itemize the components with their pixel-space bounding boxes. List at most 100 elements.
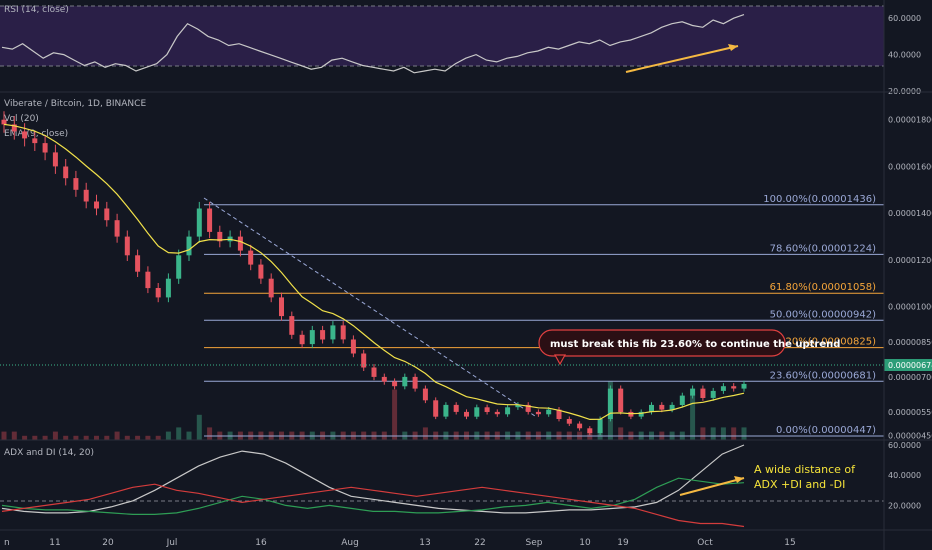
- candle-body: [474, 407, 480, 417]
- annotation-bubble: must break this fib 23.60% to continue t…: [538, 329, 840, 366]
- candle-body: [237, 236, 243, 251]
- price-tick-label: 0.00000850: [888, 338, 932, 347]
- adx-title: ADX and DI (14, 20): [4, 448, 94, 458]
- candle-body: [11, 124, 17, 132]
- price-pane: Viberate / Bitcoin, 1D, BINANCE Vol (20)…: [0, 99, 932, 440]
- volume-bar: [720, 427, 726, 440]
- x-tick-label: Jul: [166, 538, 178, 548]
- rsi-title: RSI (14, close): [4, 5, 69, 15]
- volume-bar: [22, 435, 28, 440]
- adx-tick-label: 60.0000: [888, 441, 921, 450]
- rsi-band: [0, 6, 884, 66]
- last-price-badge: [884, 359, 932, 371]
- fib-label: 38.20%(0.00000825): [770, 337, 876, 348]
- candle-body: [361, 353, 367, 368]
- volume-bar: [176, 427, 182, 440]
- annotation-text: must break this fib 23.60% to continue t…: [550, 339, 840, 350]
- x-tick-label: Sep: [526, 538, 543, 548]
- rsi-line: [1, 14, 745, 74]
- candle-body: [669, 404, 675, 410]
- candle-body: [741, 383, 747, 389]
- candle-body: [196, 208, 202, 237]
- volume-bar: [186, 431, 192, 440]
- candle-body: [731, 386, 737, 389]
- volume-bar: [207, 427, 213, 440]
- candle-body: [402, 376, 408, 387]
- candle-body: [104, 208, 110, 221]
- rsi-tick-label: 40.0000: [888, 51, 921, 60]
- candle-body: [422, 388, 428, 401]
- candle-body: [248, 250, 254, 265]
- candle-body: [42, 143, 48, 153]
- volume-bar: [690, 393, 696, 440]
- volume-bar: [618, 427, 624, 440]
- price-tick-label: 0.00000450: [888, 431, 932, 440]
- volume-bar: [392, 389, 398, 440]
- candle-body: [505, 407, 511, 415]
- legend-vol: Vol (20): [4, 114, 39, 124]
- x-tick-label: 19: [617, 538, 629, 548]
- adx-annotation-line2: ADX +DI and -DI: [754, 478, 845, 491]
- rsi-trend-arrow: [625, 45, 739, 73]
- candle-body: [114, 220, 120, 237]
- fib-label: 0.00%(0.00000447): [776, 425, 876, 436]
- volume-bar: [63, 435, 69, 440]
- candle-body: [289, 316, 295, 335]
- volume-bar: [145, 435, 151, 440]
- candle-body: [63, 166, 69, 179]
- price-tick-label: 0.00001200: [888, 256, 932, 265]
- volume-bar: [741, 427, 747, 440]
- volume-bar: [73, 435, 79, 440]
- adx-line: [1, 444, 745, 514]
- volume-bar: [422, 427, 428, 440]
- candle-body: [566, 419, 572, 424]
- candle-body: [484, 407, 490, 412]
- rsi-tick-label: 60.0000: [888, 14, 921, 23]
- adx-tick-label: 20.0000: [888, 501, 921, 510]
- minus-di-line: [1, 483, 745, 528]
- candle-body: [710, 390, 716, 398]
- candle-body: [618, 388, 624, 412]
- candle-body: [268, 278, 274, 298]
- x-tick-label: 20: [102, 538, 114, 548]
- candle-body: [217, 231, 223, 242]
- price-tick-label: 0.00001600: [888, 163, 932, 172]
- adx-arrow-head: [734, 476, 744, 483]
- candle-body: [145, 271, 151, 289]
- volume-bar: [710, 427, 716, 440]
- candle-body: [381, 376, 387, 382]
- x-tick-label: 11: [49, 538, 60, 548]
- candle-body: [320, 330, 326, 340]
- volume-bar: [11, 431, 17, 440]
- candle-body: [330, 325, 336, 340]
- candle-body: [412, 376, 418, 389]
- candle-body: [350, 339, 356, 354]
- candle-body: [165, 278, 171, 298]
- volume-bar: [731, 427, 737, 440]
- candle-body: [176, 255, 182, 279]
- candle-body: [649, 404, 654, 412]
- candle-body: [309, 330, 315, 345]
- volume-bar: [196, 414, 202, 440]
- candle-body: [73, 178, 79, 190]
- candle-body: [577, 423, 583, 429]
- candle-body: [464, 411, 469, 417]
- volume-bar: [32, 435, 38, 440]
- candle-body: [340, 325, 346, 340]
- candle-body: [135, 255, 141, 272]
- candle-body: [597, 419, 603, 433]
- adx-pane: ADX and DI (14, 20) 60.0000 40.0000 20.000…: [0, 441, 921, 528]
- volume-bar: [94, 435, 99, 440]
- candle-body: [556, 409, 562, 419]
- candle-body: [94, 201, 99, 209]
- price-tick-label: 0.00000550: [888, 408, 932, 417]
- legend-ema: EMA (9, close): [4, 129, 68, 139]
- candle-body: [535, 411, 541, 415]
- candle-body: [83, 189, 89, 202]
- x-tick-label: Aug: [341, 538, 359, 548]
- candle-body: [371, 367, 377, 377]
- adx-trend-arrow: [679, 477, 745, 496]
- fib-label: 23.60%(0.00000681): [770, 370, 876, 381]
- price-tick-label: 0.00001400: [888, 209, 932, 218]
